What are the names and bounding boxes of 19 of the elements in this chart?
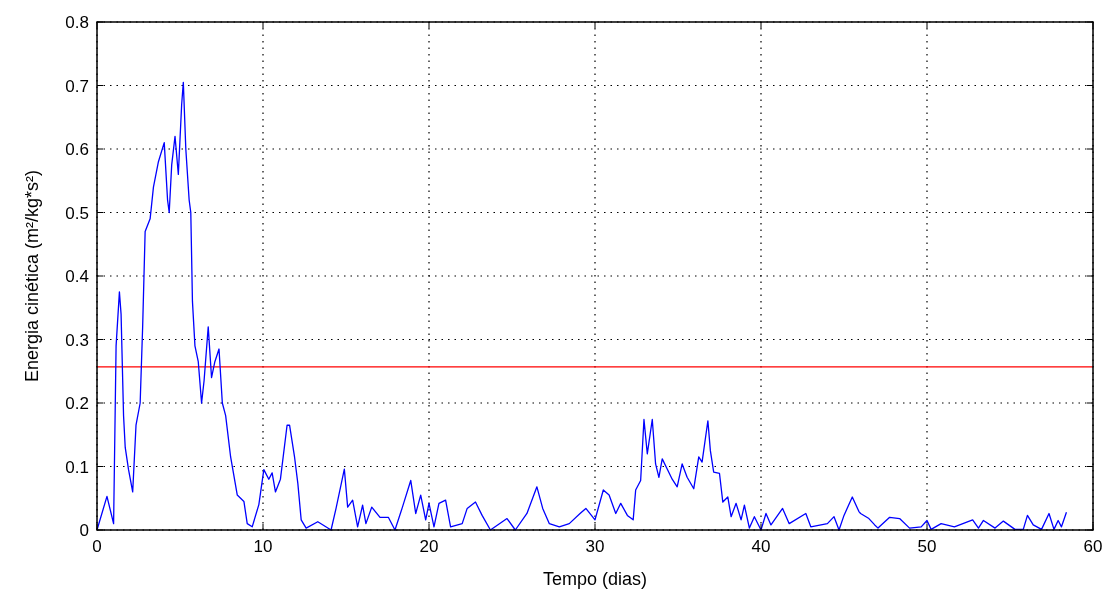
y-tick-label: 0.8 — [65, 13, 89, 32]
x-tick-label: 50 — [917, 537, 937, 556]
y-tick-label: 0.1 — [65, 457, 89, 477]
x-tick-label: 0 — [92, 537, 102, 556]
y-axis-title: Energia cinética (m²/kg*s²) — [22, 169, 42, 383]
y-tick-label: 0.7 — [65, 76, 89, 96]
line-series — [96, 81, 1068, 531]
y-tick-label: 0 — [79, 521, 89, 540]
x-tick-label: 20 — [419, 537, 439, 556]
y-tick-label: 0.4 — [65, 267, 89, 286]
x-tick-label: 60 — [1083, 537, 1103, 556]
x-tick-label: 30 — [585, 537, 605, 556]
y-tick-label: 0.3 — [65, 330, 89, 350]
x-tick-label: 10 — [253, 537, 273, 556]
x-tick-label: 40 — [751, 537, 771, 556]
y-tick-label: 0.5 — [65, 203, 89, 223]
x-axis-title: Tempo (dias) — [542, 569, 648, 589]
y-tick-label: 0.2 — [65, 394, 89, 413]
y-tick-label: 0.6 — [65, 140, 89, 159]
